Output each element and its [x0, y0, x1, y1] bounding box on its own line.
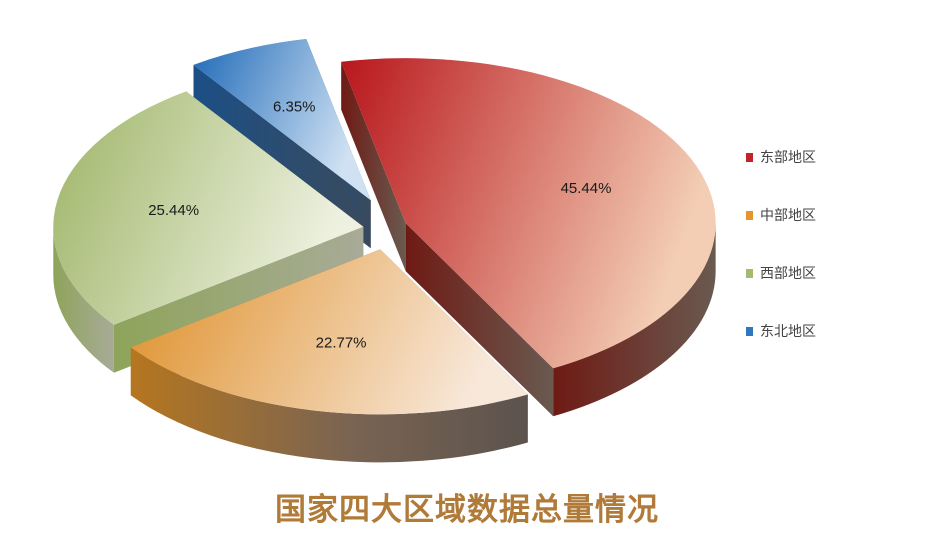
legend-swatch — [746, 326, 753, 336]
data-label-northeast: 6.35% — [273, 98, 316, 115]
legend: 东部地区 中部地区 西部地区 东北地区 — [746, 128, 816, 360]
pie-slice-top — [130, 249, 528, 415]
pie-slice-west — [53, 91, 364, 373]
legend-item-west: 西部地区 — [746, 244, 816, 302]
pie-slice-side — [130, 347, 528, 463]
pie-slice-side — [53, 226, 114, 373]
legend-item-central: 中部地区 — [746, 186, 816, 244]
legend-label: 中部地区 — [760, 208, 816, 224]
pie-slice-side — [553, 223, 716, 417]
legend-swatch — [746, 210, 753, 220]
pie-slice-wall — [341, 61, 406, 272]
data-label-east: 45.44% — [561, 180, 612, 197]
legend-item-northeast: 东北地区 — [746, 302, 816, 360]
pie-slice-central — [130, 249, 528, 463]
legend-swatch — [746, 268, 753, 278]
pie-slice-top — [53, 91, 364, 325]
data-label-central: 22.77% — [316, 335, 367, 352]
legend-item-east: 东部地区 — [746, 128, 816, 186]
chart-title: 国家四大区域数据总量情况 — [275, 492, 659, 528]
legend-label: 西部地区 — [760, 266, 816, 282]
pie-slice-east — [341, 58, 716, 417]
legend-label: 东北地区 — [760, 324, 816, 340]
legend-label: 东部地区 — [760, 150, 816, 166]
pie-chart: 45.44% 22.77% 25.44% 6.35% — [53, 38, 716, 463]
data-label-west: 25.44% — [148, 202, 199, 219]
pie-slice-wall — [405, 223, 554, 417]
pie-slice-top — [193, 38, 371, 201]
legend-swatch — [746, 152, 753, 162]
pie-slice-top — [341, 58, 716, 369]
